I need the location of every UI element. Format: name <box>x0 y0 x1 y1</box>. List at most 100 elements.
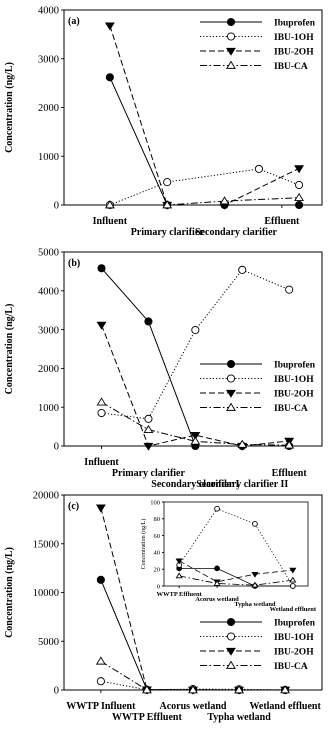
panel-c-legend-label-IBU-2OH: IBU-2OH <box>274 648 314 658</box>
inset-series-point-IBU-CA <box>213 579 221 586</box>
panel-b-series-point-IBU-CA <box>284 440 295 449</box>
panel-a-series-point-IBU-1OH <box>163 178 172 187</box>
panel-b-ytick-label: 1000 <box>38 403 59 414</box>
inset-series-point-IBU-1OH <box>289 583 296 589</box>
panel-c-category-label: Typha wetland <box>207 712 271 723</box>
panel-c-panel-label: (c) <box>68 501 79 512</box>
panel-a-legend: Ibuprofen IBU-1OH IBU-2OH IBU-CA <box>200 17 316 72</box>
inset-series-line-IBU-CA <box>179 575 293 586</box>
panel-a-ytick-label: 2000 <box>38 103 59 114</box>
panel-c-series-point-IBU-CA <box>95 656 106 665</box>
panel-b-category-label: Influent <box>84 457 119 468</box>
panel-c-series-point-IBU-CA <box>188 685 198 694</box>
panel-b-series-point-IBU-2OH <box>96 321 107 330</box>
panel-b-legend-marker-IBU-CA <box>226 402 236 411</box>
panel-b-series-point-IBU-CA <box>237 439 248 448</box>
panel-b-ytick-label: 4000 <box>38 286 59 297</box>
inset-series-point-IBU-1OH <box>214 505 220 512</box>
panel-b-series-point-IBU-1OH <box>97 408 106 418</box>
panel-a-series-line-IBU-1OH <box>109 168 300 206</box>
panel-a-series-line-IBU-CA <box>109 197 300 206</box>
panel-a-series-point-Ibuprofen <box>295 200 304 210</box>
inset-category-label: Typha wetland <box>234 601 276 608</box>
inset-series-point-IBU-CA <box>175 572 183 579</box>
inset-ytick-label: 60 <box>154 533 161 540</box>
panel-b-category-label: Primary clarifier <box>112 468 186 479</box>
panel-b-frame <box>63 251 323 447</box>
panel-c-legend: Ibuprofen IBU-1OH IBU-2OH IBU-CA <box>200 617 316 672</box>
panel-b-series-point-IBU-1OH <box>285 285 294 294</box>
panel-b-ytick-label: 0 <box>54 442 59 453</box>
panel-c-category-label: Acorus wetland <box>160 701 227 712</box>
panel-a-ylabel: Concentration (ng/L) <box>4 62 15 153</box>
panel-a-legend-marker-IBU-2OH <box>226 47 236 56</box>
panel-a-legend-label-Ibuprofen: Ibuprofen <box>274 19 316 29</box>
panel-a-category-label: Primary clarifier <box>131 227 205 238</box>
panel-a-series-point-IBU-1OH <box>295 180 304 190</box>
inset-ytick-label: 20 <box>154 566 161 573</box>
panel-c-ylabel: Concentration (ng/L) <box>4 547 15 638</box>
panel-b-category-label: Secondary clarifier I <box>151 479 239 490</box>
panel-c-category-label: Wetland effluent <box>249 701 321 712</box>
panel-b-ytick-label: 2000 <box>38 364 59 375</box>
panel-b-category-label: Secondary clarifier II <box>196 479 288 490</box>
panel-b-series-point-IBU-1OH <box>238 265 247 274</box>
panel-a-series-line-IBU-2OH <box>109 25 300 206</box>
inset-series-point-IBU-2OH <box>251 571 259 578</box>
panel-c-legend-label-Ibuprofen: Ibuprofen <box>274 619 316 629</box>
panel-a-legend-label-IBU-CA: IBU-CA <box>274 62 308 72</box>
panel-a-legend-label-IBU-1OH: IBU-1OH <box>274 33 314 43</box>
panel-b-legend-label-IBU-CA: IBU-CA <box>274 404 308 414</box>
panel-b-series-line-IBU-CA <box>101 401 290 446</box>
panel-c-series-point-IBU-CA <box>280 685 291 694</box>
panel-a-ytick-label: 3000 <box>38 54 59 65</box>
panel-c-category-label: WWTP Effluent <box>112 712 182 723</box>
inset-ytick-label: 40 <box>154 550 161 557</box>
inset-series-point-IBU-1OH <box>252 520 258 527</box>
panel-b-series-point-IBU-1OH <box>191 325 200 335</box>
panel-a-legend-marker-Ibuprofen <box>226 17 236 27</box>
panel-c-series-point-IBU-CA <box>234 685 245 694</box>
inset-category-label: Acorus wetland <box>195 596 239 603</box>
panel-b-ytick-label: 5000 <box>38 248 59 259</box>
inset-series-line-Ibuprofen <box>179 567 293 587</box>
panel-b-panel-label: (b) <box>68 258 80 269</box>
panel-b-series-point-IBU-2OH <box>190 431 201 440</box>
panel-a-series-point-IBU-2OH <box>294 165 305 174</box>
panel-a-category-label: Secondary clarifier <box>195 227 277 238</box>
panel-c-legend-label-IBU-CA: IBU-CA <box>274 662 308 672</box>
panel-c-legend-label-IBU-1OH: IBU-1OH <box>274 633 314 643</box>
panel-b-legend: Ibuprofen IBU-1OH IBU-2OH IBU-CA <box>200 359 316 414</box>
panel-b-series-point-IBU-CA <box>96 397 107 406</box>
panel-a-series-point-IBU-CA <box>219 196 230 205</box>
panel-b-series-point-IBU-1OH <box>144 414 153 423</box>
inset-frame <box>163 501 309 587</box>
panel-a-series-line-Ibuprofen <box>109 77 300 206</box>
panel-a-ytick-label: 4000 <box>38 6 59 17</box>
panel-c-ytick-label: 20000 <box>33 491 59 502</box>
panel-b-series-point-IBU-CA <box>143 424 154 434</box>
panel-b-legend-marker-Ibuprofen <box>226 359 236 369</box>
panel-b-series-line-Ibuprofen <box>101 267 290 447</box>
panel-b-legend-label-Ibuprofen: Ibuprofen <box>274 361 316 371</box>
panel-b-legend-label-IBU-2OH: IBU-2OH <box>274 390 314 400</box>
panel-c-legend-marker-IBU-1OH <box>226 632 236 641</box>
panel-b-series-point-Ibuprofen <box>97 264 106 273</box>
inset-ylabel: Concentration (ng/L) <box>140 519 147 570</box>
panel-a-ytick-label: 0 <box>54 201 59 212</box>
panel-a-series-point-IBU-CA <box>104 200 115 209</box>
panel-c-series-point-IBU-1OH <box>96 677 105 686</box>
panel-c-ytick-label: 10000 <box>33 588 59 599</box>
panel-a-legend-label-IBU-2OH: IBU-2OH <box>274 48 314 58</box>
panel-b-ytick-label: 3000 <box>38 325 59 336</box>
panel-a-ytick-label: 1000 <box>38 152 59 163</box>
panel-c-series-point-IBU-2OH <box>95 504 106 513</box>
panel-b-series-line-IBU-2OH <box>101 324 290 447</box>
inset-series-point-IBU-2OH <box>289 567 297 574</box>
panel-b-legend-label-IBU-1OH: IBU-1OH <box>274 375 314 385</box>
panel-b-legend-marker-IBU-2OH <box>226 389 236 398</box>
panel-a-panel-label: (a) <box>68 16 80 27</box>
